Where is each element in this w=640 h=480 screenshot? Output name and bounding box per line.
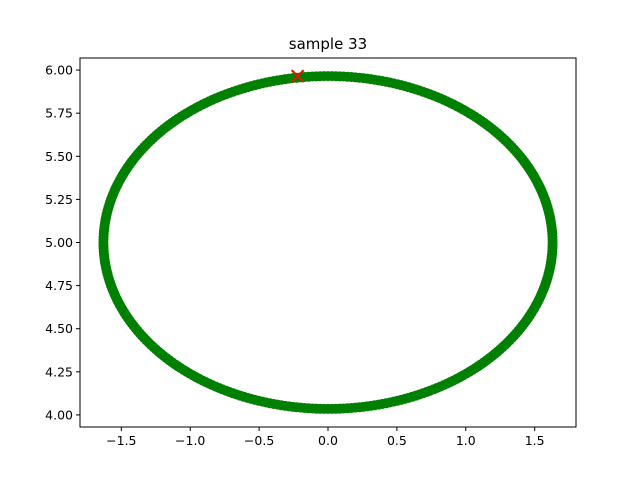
y-tick-label: 5.50 — [45, 149, 73, 164]
y-axis-ticks: 4.00 4.25 4.50 4.75 5.00 5.25 5.50 5.75 6.00 — [45, 63, 80, 422]
y-tick-label: 6.00 — [45, 63, 73, 78]
y-tick-label: 5.25 — [45, 192, 73, 207]
y-tick-label: 4.75 — [45, 278, 73, 293]
x-marker — [290, 69, 305, 83]
x-tick-label: −1.0 — [175, 433, 205, 448]
chart-title: sample 33 — [289, 35, 367, 53]
x-tick-label: 0.0 — [318, 433, 338, 448]
x-tick-label: 1.5 — [525, 433, 545, 448]
y-tick-label: 4.50 — [45, 321, 73, 336]
x-tick-label: 0.5 — [387, 433, 407, 448]
x-tick-label: −0.5 — [244, 433, 274, 448]
y-tick-label: 4.25 — [45, 364, 73, 379]
plot-area — [80, 58, 576, 427]
annotation-layer — [290, 69, 305, 83]
x-tick-label: 1.0 — [456, 433, 476, 448]
data-point — [547, 240, 558, 251]
data-points-layer — [98, 71, 558, 414]
y-tick-label: 4.00 — [45, 407, 73, 422]
x-tick-label: −1.5 — [106, 433, 136, 448]
x-axis-ticks: −1.5 −1.0 −0.5 0.0 0.5 1.0 1.5 — [106, 427, 545, 448]
y-tick-label: 5.75 — [45, 106, 73, 121]
plot-frame — [79, 57, 577, 428]
y-tick-label: 5.00 — [45, 235, 73, 250]
